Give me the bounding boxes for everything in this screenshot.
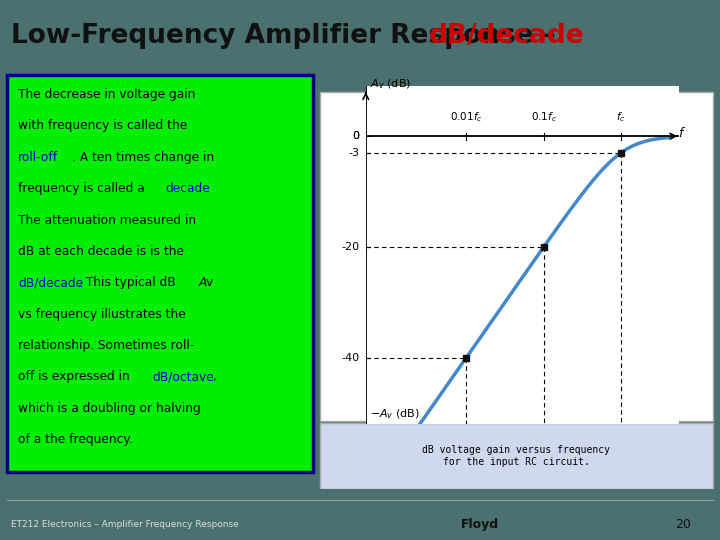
Text: decade: decade (166, 182, 210, 195)
Text: frequency is called a: frequency is called a (18, 182, 148, 195)
Text: Low-Frequency Amplifier Response –: Low-Frequency Amplifier Response – (11, 23, 564, 49)
Bar (320, 92, 713, 421)
Text: relationship. Sometimes roll-: relationship. Sometimes roll- (18, 339, 194, 352)
Text: Floyd: Floyd (461, 518, 499, 531)
Text: -3: -3 (348, 148, 359, 158)
Text: of a the frequency.: of a the frequency. (18, 433, 132, 446)
Text: $-A_v$ (dB): $-A_v$ (dB) (369, 408, 420, 421)
Text: which is a doubling or halving: which is a doubling or halving (18, 402, 201, 415)
Text: ET212 Electronics – Amplifier Frequency Response: ET212 Electronics – Amplifier Frequency … (11, 520, 238, 529)
Text: v: v (205, 276, 212, 289)
Text: dB/octave: dB/octave (152, 370, 214, 383)
Text: with frequency is called the: with frequency is called the (18, 119, 187, 132)
Text: The attenuation measured in: The attenuation measured in (18, 214, 196, 227)
Text: dB/decade: dB/decade (428, 23, 584, 49)
Text: -40: -40 (341, 353, 359, 362)
Text: $A_v$ (dB): $A_v$ (dB) (369, 77, 410, 91)
Text: $0.01f_c$: $0.01f_c$ (450, 110, 482, 124)
Text: The decrease in voltage gain: The decrease in voltage gain (18, 88, 195, 101)
Bar (320, 423, 713, 489)
Text: ,: , (212, 370, 216, 383)
Text: dB/decade: dB/decade (18, 276, 83, 289)
Text: A: A (199, 276, 207, 289)
Text: dB at each decade is is the: dB at each decade is is the (18, 245, 184, 258)
Text: roll-off: roll-off (18, 151, 58, 164)
Text: . This typical dB: . This typical dB (78, 276, 180, 289)
Text: dB voltage gain versus frequency
for the input RC circuit.: dB voltage gain versus frequency for the… (422, 446, 611, 467)
Text: .: . (205, 182, 210, 195)
Text: . A ten times change in: . A ten times change in (71, 151, 214, 164)
Text: -20: -20 (341, 242, 359, 252)
Text: $0.1f_c$: $0.1f_c$ (531, 110, 557, 124)
Text: 20: 20 (675, 518, 691, 531)
Text: off is expressed in: off is expressed in (18, 370, 134, 383)
Bar (7, 76, 313, 472)
Text: 0: 0 (353, 131, 359, 141)
Text: vs frequency illustrates the: vs frequency illustrates the (18, 308, 186, 321)
Text: $f_c$: $f_c$ (616, 110, 626, 124)
Text: 0: 0 (353, 131, 359, 141)
Text: $f$: $f$ (678, 126, 686, 140)
